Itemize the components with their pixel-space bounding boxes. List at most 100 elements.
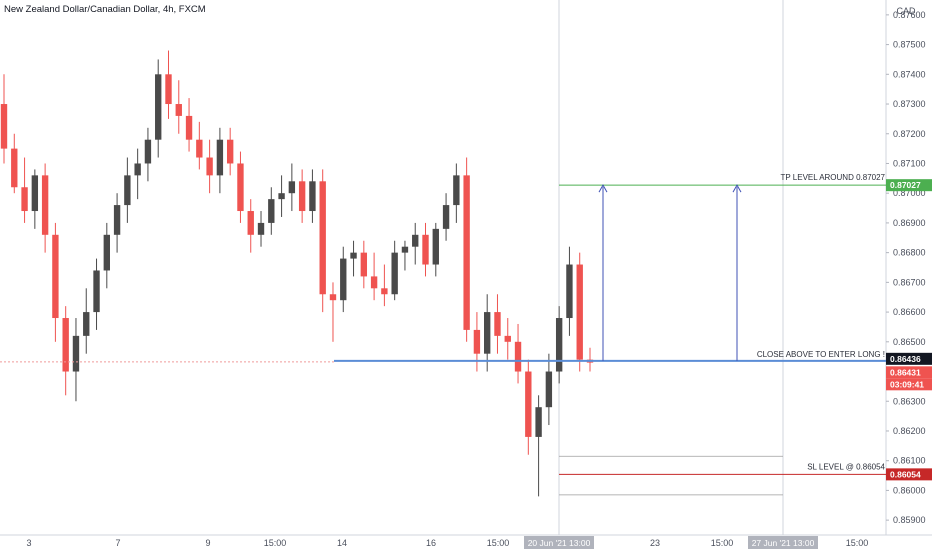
candle-down xyxy=(370,276,378,289)
candle-down xyxy=(381,288,388,295)
candle-up xyxy=(278,193,285,200)
time-tick-label: 3 xyxy=(26,538,31,548)
candle-down xyxy=(319,181,326,295)
candle-up xyxy=(566,264,573,319)
time-tick-label: 15:00 xyxy=(711,538,734,548)
price-tick-label: 0.86900 xyxy=(893,218,926,228)
candle-up xyxy=(545,371,553,408)
current-price-tag-label: 0.86431 xyxy=(890,367,921,377)
candle-up xyxy=(340,258,347,301)
candle-up xyxy=(453,175,460,206)
candle-down xyxy=(473,329,481,354)
candle-up xyxy=(103,234,110,271)
chart-title: New Zealand Dollar/Canadian Dollar, 4h, … xyxy=(4,4,206,15)
target-arrow-head xyxy=(598,184,608,193)
entry-price-tag-box xyxy=(886,352,932,365)
candle-down xyxy=(41,175,49,235)
sl-price-tag-label: 0.86054 xyxy=(890,469,921,479)
candle-down xyxy=(185,115,193,140)
price-tick-label: 0.87500 xyxy=(893,40,926,50)
candle-down xyxy=(237,163,244,212)
candle-up xyxy=(257,222,265,235)
candle-down xyxy=(226,139,234,164)
crosshair-lines: 20 Jun '21 13:00 27 Jun '21 13:00 xyxy=(524,0,818,549)
candle-down xyxy=(494,312,501,336)
target-arrow-head xyxy=(732,184,742,193)
candle-up xyxy=(442,205,450,229)
candle-down xyxy=(52,234,59,319)
candle-up xyxy=(309,181,316,212)
time-tick-label: 15:00 xyxy=(846,538,869,548)
candle-up xyxy=(555,318,563,372)
price-tick-label: 0.87200 xyxy=(893,129,926,139)
candle-down xyxy=(463,175,470,330)
entry-annotation[interactable]: CLOSE ABOVE TO ENTER LONG ! xyxy=(757,350,885,359)
price-tick-label: 0.86100 xyxy=(893,456,926,466)
price-tick-label: 0.87300 xyxy=(893,99,926,109)
candles-layer xyxy=(0,50,594,497)
candle-up xyxy=(93,270,100,313)
candle-down xyxy=(504,335,511,342)
tp-annotation[interactable]: TP LEVEL AROUND 0.87027 xyxy=(781,173,886,182)
candle-down xyxy=(0,104,8,149)
candle-down xyxy=(360,252,368,277)
candle-up xyxy=(83,312,90,336)
sl-annotation[interactable]: SL LEVEL @ 0.86054 xyxy=(807,462,885,471)
candle-up xyxy=(216,139,224,176)
drawings-layer[interactable]: TP LEVEL AROUND 0.87027 CLOSE ABOVE TO EN… xyxy=(0,173,886,496)
candle-up xyxy=(432,228,439,265)
candle-up xyxy=(134,163,141,176)
candle-down xyxy=(165,74,172,105)
price-tick-label: 0.86600 xyxy=(893,307,926,317)
price-tick-label: 0.86300 xyxy=(893,396,926,406)
price-tags: 0.87027 0.86436 0.86431 03:09:41 0.86054 xyxy=(886,179,932,481)
candle-down xyxy=(247,211,254,235)
price-tick-label: 0.87600 xyxy=(893,10,926,20)
countdown-tag-box xyxy=(886,378,932,391)
candle-down xyxy=(206,157,213,176)
candle-up xyxy=(401,246,409,253)
time-tick-label: 7 xyxy=(115,538,120,548)
crosshair-date-label: 20 Jun '21 13:00 xyxy=(528,538,591,548)
candle-up xyxy=(288,181,296,194)
sl-price-tag-box xyxy=(886,468,932,481)
candle-down xyxy=(196,139,203,158)
candle-down xyxy=(576,264,583,360)
candle-up xyxy=(72,335,80,372)
candle-up xyxy=(412,234,419,247)
candle-up xyxy=(268,199,275,223)
entry-price-tag-label: 0.86436 xyxy=(890,354,921,364)
tp-price-tag-box xyxy=(886,179,932,192)
price-tick-label: 0.87100 xyxy=(893,158,926,168)
candle-up xyxy=(113,205,121,235)
time-tick-label: 16 xyxy=(426,538,436,548)
candle-down xyxy=(62,318,69,372)
time-tick-label: 15:00 xyxy=(487,538,510,548)
candle-down xyxy=(298,181,306,212)
candle-up xyxy=(535,407,542,437)
time-tick-label: 23 xyxy=(650,538,660,548)
price-tick-label: 0.85900 xyxy=(893,515,926,525)
candle-down xyxy=(21,187,28,212)
candle-up xyxy=(31,175,39,212)
crosshair-date-box xyxy=(524,536,594,549)
current-price-tag-box xyxy=(886,366,932,379)
candle-down xyxy=(525,371,532,437)
countdown-tag-label: 03:09:41 xyxy=(890,379,924,389)
candle-up xyxy=(484,312,491,354)
price-tick-label: 0.86500 xyxy=(893,337,926,347)
price-tick-label: 0.86000 xyxy=(893,485,926,495)
candle-up xyxy=(124,175,131,206)
candle-up xyxy=(391,252,398,295)
price-axis[interactable]: 0.87600 0.87500 0.87400 0.87300 0.87200 0.871… xyxy=(886,10,926,525)
candle-down xyxy=(514,341,522,372)
time-tick-label: 15:00 xyxy=(264,538,287,548)
crosshair-date-label: 27 Jun '21 13:00 xyxy=(752,538,815,548)
candle-up xyxy=(350,252,357,259)
candle-up xyxy=(144,139,152,164)
candle-up xyxy=(155,74,162,140)
price-tick-label: 0.86800 xyxy=(893,248,926,258)
time-tick-label: 14 xyxy=(337,538,347,548)
